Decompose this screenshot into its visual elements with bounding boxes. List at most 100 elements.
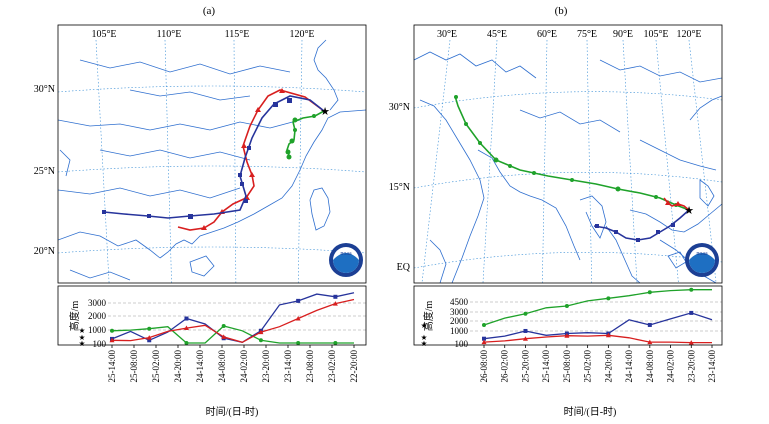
time-label: 24-08:00 <box>217 350 227 383</box>
height-line-green <box>483 289 712 326</box>
height-marker-red <box>258 329 264 335</box>
panel-a-height-stars: ★ ★ ★ <box>79 326 86 348</box>
panel-a-height-plot: ★ ★ ★ 高度/m 3000 2000 1000 100 25-14:00 25… <box>57 285 367 418</box>
lon-label: 120°E <box>289 29 314 40</box>
panel-b-height-stars: ★ ★ ★ <box>421 321 428 348</box>
height-marker-blue <box>647 322 652 327</box>
noaa-logo-b: noaa <box>685 243 719 277</box>
marker <box>671 223 675 227</box>
height-marker-green <box>564 304 569 309</box>
panel-a-green-markers <box>285 114 316 160</box>
start-star-icon: ★ <box>421 333 428 342</box>
panel-a-height-gridlines <box>108 302 366 331</box>
panel-a-lat-labels: 30°N 25°N 20°N <box>34 84 55 257</box>
height-marker-green <box>333 341 338 345</box>
marker <box>241 143 247 148</box>
height-marker-green <box>689 287 694 292</box>
panel-a-time-labels: 25-14:00 25-08:00 25-02:00 24-20:00 24-14:00… <box>107 345 359 383</box>
y-tick: 100 <box>93 339 107 349</box>
marker <box>249 172 255 177</box>
time-label: 23-20:00 <box>261 350 271 383</box>
time-label: 24-20:00 <box>603 350 613 383</box>
panel-a-coastline <box>58 39 366 281</box>
marker <box>273 102 278 107</box>
panel-b-y-ticks: 4500 3000 2000 1000 100 <box>450 297 469 349</box>
marker <box>188 214 193 219</box>
marker <box>289 138 295 144</box>
marker <box>240 182 244 186</box>
panel-b-lat-labels: 30°N 15°N EQ <box>389 102 411 273</box>
panel-b-height-series <box>481 287 713 345</box>
panel-a-trajectory-red <box>177 89 325 231</box>
panel-b: (b) 30°E 45°E 60°E 75°E 90°E 105°E 120°E… <box>389 5 723 418</box>
height-line-blue <box>111 292 355 343</box>
time-label: 22-20:00 <box>349 350 359 383</box>
time-label: 25-08:00 <box>562 350 572 383</box>
marker <box>478 141 482 145</box>
panel-a-height-series <box>109 292 355 345</box>
marker <box>201 225 207 230</box>
height-marker-red <box>647 339 653 345</box>
y-tick: 1000 <box>450 326 469 336</box>
time-label: 24-08:00 <box>645 350 655 383</box>
marker <box>102 210 106 214</box>
panel-b-y-axis-label: 高度/m <box>422 301 435 332</box>
time-label: 24-14:00 <box>195 350 205 383</box>
time-label: 23-02:00 <box>327 350 337 383</box>
height-marker-blue <box>184 316 189 321</box>
panel-a-blue-markers <box>102 98 292 219</box>
marker <box>247 146 251 150</box>
height-line-red <box>111 298 355 343</box>
height-marker-red <box>146 335 152 340</box>
panel-b-x-axis-label: 时间/(日-时) <box>564 405 617 418</box>
panel-b-red-markers <box>665 200 681 206</box>
marker <box>493 157 499 163</box>
panel-b-map: ★ noaa <box>414 39 722 283</box>
marker <box>286 154 292 160</box>
height-marker-blue <box>296 298 301 303</box>
time-label: 24-02:00 <box>239 350 249 383</box>
height-marker-blue <box>523 328 528 333</box>
start-star-icon: ★ <box>79 339 86 348</box>
height-marker-green <box>110 328 114 333</box>
lat-label: 15°N <box>389 182 410 193</box>
noaa-logo-text: noaa <box>696 251 708 257</box>
marker <box>595 224 599 228</box>
lon-label: 45°E <box>487 29 507 40</box>
height-marker-blue <box>147 338 152 343</box>
panel-a-y-axis-label: 高度/m <box>68 301 81 332</box>
panel-b-blue-markers <box>595 223 675 242</box>
lon-label: 120°E <box>676 29 701 40</box>
panel-a-red-markers <box>201 88 285 230</box>
marker <box>292 117 298 123</box>
time-label: 25-20:00 <box>520 350 530 383</box>
lon-label: 90°E <box>613 29 633 40</box>
marker <box>665 200 671 205</box>
panel-b-time-labels: 26-08:00 26-02:00 25-20:00 25-14:00 25-08:00… <box>479 345 717 383</box>
height-line-green <box>111 325 354 344</box>
lon-label: 110°E <box>157 29 182 40</box>
time-label: 25-14:00 <box>107 350 117 383</box>
y-tick: 100 <box>455 339 469 349</box>
panel-a-y-ticks: 3000 2000 1000 100 <box>88 298 107 349</box>
height-marker-green <box>184 341 189 345</box>
marker <box>654 195 658 199</box>
marker <box>244 199 248 203</box>
time-label: 24-02:00 <box>666 350 676 383</box>
start-star-icon: ★ <box>79 326 86 335</box>
height-marker-green <box>221 324 226 329</box>
start-star-icon: ★ <box>421 339 428 348</box>
panel-a-height-frame <box>57 285 367 346</box>
y-tick: 3000 <box>88 298 107 308</box>
height-marker-red <box>564 333 570 338</box>
marker <box>255 107 261 112</box>
panel-b-map-frame <box>413 24 723 284</box>
lat-label: 25°N <box>34 166 55 177</box>
time-label: 23-14:00 <box>707 350 717 383</box>
marker <box>508 164 512 168</box>
lon-label: 60°E <box>537 29 557 40</box>
height-marker-green <box>147 326 152 331</box>
marker <box>285 149 291 155</box>
time-label: 24-20:00 <box>173 350 183 383</box>
